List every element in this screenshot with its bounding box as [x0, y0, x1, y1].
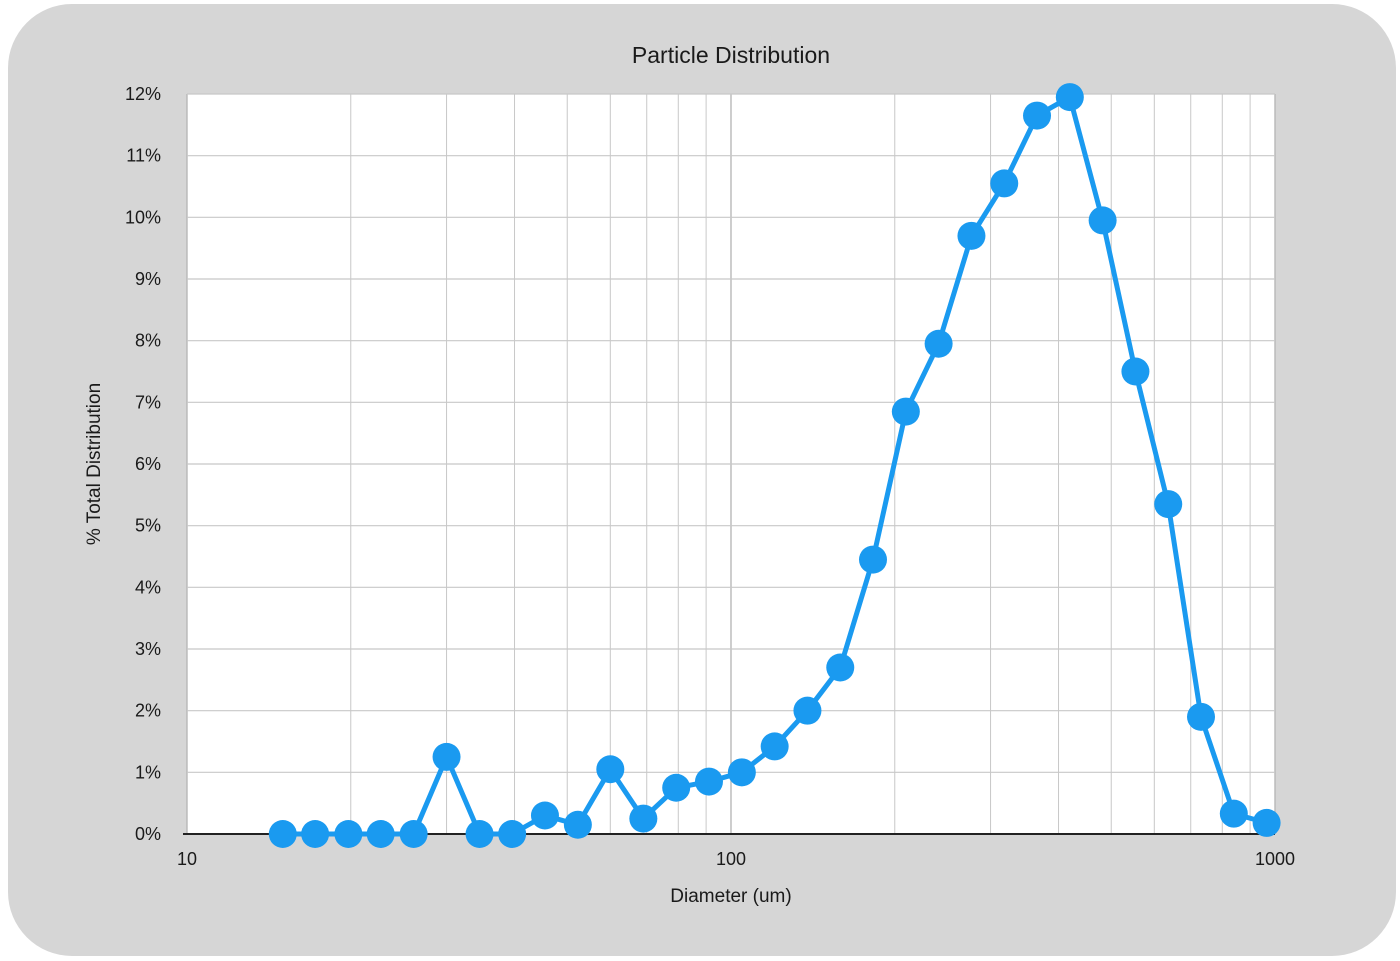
- data-point-7: [498, 820, 527, 848]
- data-point-20: [924, 329, 953, 358]
- data-point-6: [465, 820, 494, 848]
- data-point-3: [366, 820, 395, 848]
- data-point-0: [268, 820, 297, 848]
- data-point-22: [990, 169, 1019, 198]
- data-point-23: [1023, 101, 1052, 130]
- x-tick-labels: 10 100 1000: [177, 849, 1295, 869]
- x-tick-label-0: 10: [177, 849, 197, 869]
- y-tick-label-10: 10%: [125, 207, 161, 227]
- data-point-24: [1055, 83, 1084, 112]
- data-point-19: [891, 397, 920, 426]
- data-point-2: [334, 820, 363, 848]
- data-point-27: [1154, 490, 1183, 519]
- y-tick-label-8: 8%: [135, 331, 161, 351]
- data-point-17: [826, 653, 855, 682]
- x-tick-label-1: 100: [716, 849, 746, 869]
- data-point-8: [530, 801, 559, 830]
- data-point-21: [957, 221, 986, 250]
- y-tick-label-4: 4%: [135, 577, 161, 597]
- y-tick-label-12: 12%: [125, 84, 161, 104]
- data-point-25: [1088, 206, 1117, 235]
- y-tick-label-11: 11%: [126, 146, 161, 166]
- data-point-4: [399, 820, 428, 848]
- data-point-16: [793, 696, 822, 725]
- data-point-13: [694, 767, 723, 796]
- data-point-26: [1121, 357, 1150, 386]
- data-point-1: [301, 820, 330, 848]
- data-point-15: [760, 732, 789, 761]
- data-point-14: [727, 758, 756, 787]
- data-point-12: [662, 773, 691, 802]
- y-tick-label-9: 9%: [135, 269, 161, 289]
- y-tick-label-7: 7%: [135, 392, 161, 412]
- data-point-28: [1187, 702, 1216, 731]
- y-tick-label-1: 1%: [135, 762, 161, 782]
- y-tick-label-2: 2%: [135, 701, 161, 721]
- y-tick-label-6: 6%: [135, 454, 161, 474]
- major-gridlines: [186, 93, 1276, 834]
- data-point-29: [1219, 799, 1248, 828]
- data-point-30: [1252, 808, 1281, 837]
- y-tick-label-5: 5%: [135, 516, 161, 536]
- y-tick-labels: 0% 1% 2% 3% 4% 5% 6% 7% 8% 9% 10% 11% 12%: [125, 84, 161, 844]
- y-tick-label-3: 3%: [135, 639, 161, 659]
- series-points: [268, 83, 1281, 848]
- data-point-10: [596, 755, 625, 784]
- x-axis-label: Diameter (um): [670, 886, 791, 907]
- data-point-11: [629, 804, 658, 833]
- data-point-5: [432, 742, 461, 771]
- data-point-9: [563, 810, 592, 839]
- data-point-18: [858, 545, 887, 574]
- x-tick-label-2: 1000: [1255, 849, 1295, 869]
- y-tick-label-0: 0%: [135, 824, 161, 844]
- chart-title: Particle Distribution: [632, 42, 830, 68]
- y-axis-label: % Total Distribution: [84, 383, 105, 545]
